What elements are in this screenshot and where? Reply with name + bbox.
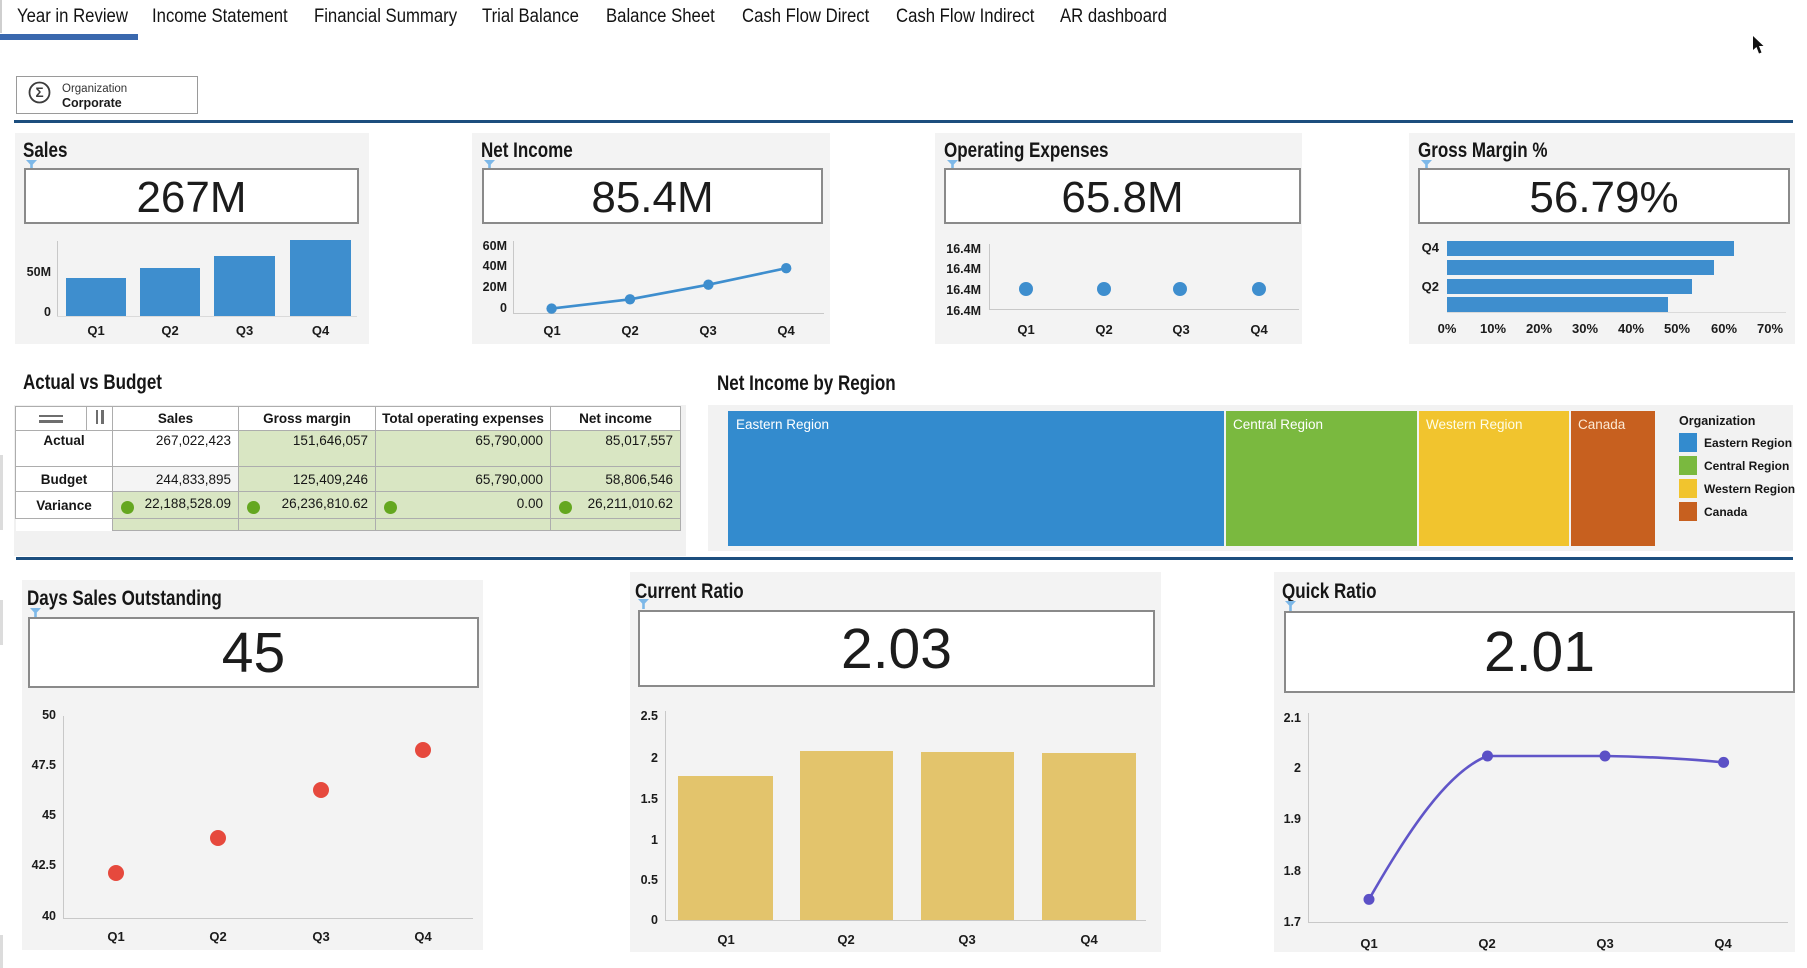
svg-text:Σ: Σ	[35, 85, 43, 100]
